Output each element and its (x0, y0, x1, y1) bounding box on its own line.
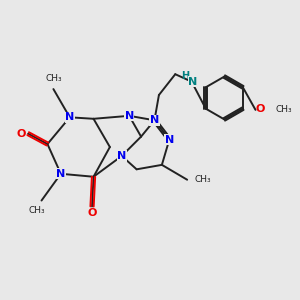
Text: O: O (256, 104, 265, 114)
Text: O: O (87, 208, 97, 218)
Text: CH₃: CH₃ (195, 175, 211, 184)
Text: H: H (181, 71, 189, 81)
Text: N: N (56, 169, 65, 179)
Text: N: N (188, 76, 198, 87)
Text: N: N (117, 151, 126, 161)
Text: O: O (17, 129, 26, 139)
Text: N: N (150, 115, 159, 125)
Text: N: N (124, 111, 134, 121)
Text: CH₃: CH₃ (45, 74, 62, 83)
Text: N: N (65, 112, 74, 122)
Text: CH₃: CH₃ (275, 105, 292, 114)
Text: CH₃: CH₃ (29, 206, 45, 215)
Text: N: N (165, 135, 174, 145)
